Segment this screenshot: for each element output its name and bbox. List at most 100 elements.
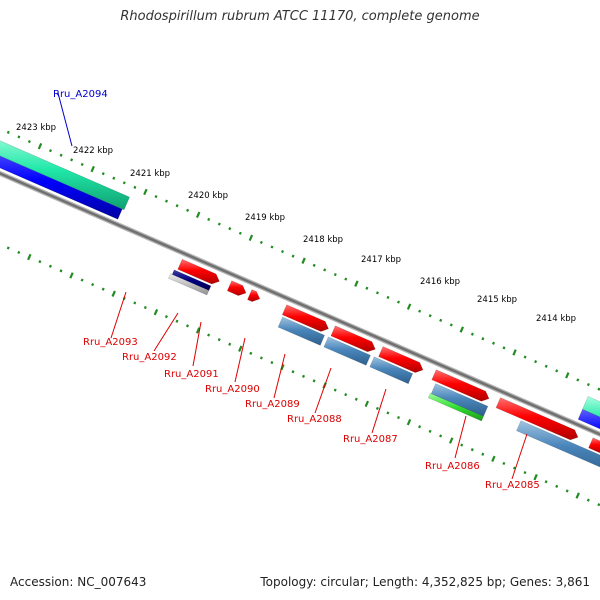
outer-scale-minor-tick	[112, 176, 116, 180]
forward-gene	[378, 346, 424, 373]
outer-scale-minor-tick	[396, 300, 401, 304]
outer-scale-minor-tick	[365, 286, 369, 290]
outer-scale-minor-tick	[534, 360, 538, 364]
inner-scale-minor-tick	[164, 315, 168, 319]
inner-scale-minor-tick	[185, 324, 190, 328]
outer-scale-major-tick	[37, 142, 43, 150]
outer-scale-major-tick	[459, 326, 465, 333]
outer-scale-minor-tick	[291, 254, 295, 258]
outer-scale-minor-tick	[597, 387, 600, 391]
inner-scale-major-tick	[195, 327, 201, 334]
inner-scale-minor-tick	[291, 370, 295, 374]
gene-label-leader	[273, 353, 286, 399]
forward-gene	[226, 280, 247, 296]
backbone-layer	[0, 170, 600, 438]
inner-scale-minor-tick	[175, 319, 179, 323]
scale-label: 2420 kbp	[188, 191, 228, 201]
gene-label[interactable]: Rru_A2093	[83, 337, 138, 348]
outer-scale-major-tick	[406, 303, 412, 310]
outer-scale-minor-tick	[228, 227, 232, 231]
outer-scale-minor-tick	[323, 268, 327, 272]
gene-label[interactable]: Rru_A2086	[425, 461, 480, 472]
inner-scale-major-tick	[364, 400, 370, 408]
backbone-line	[0, 172, 600, 436]
scale-label: 2415 kbp	[477, 295, 517, 305]
outer-scale-major-tick	[90, 165, 95, 173]
inner-scale-minor-tick	[386, 411, 390, 415]
gene-label-leader	[192, 321, 202, 367]
gene-label[interactable]: Rru_A2088	[287, 414, 342, 425]
outer-scale-major-tick	[248, 234, 254, 242]
outer-scale-major-tick	[195, 211, 201, 219]
scale-label: 2416 kbp	[420, 277, 460, 287]
inner-scale-minor-tick	[312, 379, 316, 383]
scale-label: 2418 kbp	[303, 235, 343, 245]
outer-scale-minor-tick	[280, 249, 285, 254]
outer-scale-minor-tick	[154, 194, 158, 199]
outer-scale-minor-tick	[481, 337, 485, 341]
inner-scale-major-tick	[575, 492, 580, 499]
highlight-forward-gene	[582, 396, 600, 418]
reverse-gene	[323, 336, 371, 366]
inner-scale-minor-tick	[6, 246, 10, 250]
forward-gene	[177, 258, 220, 285]
outer-scale-minor-tick	[122, 181, 126, 185]
inner-scale-minor-tick	[439, 434, 443, 438]
outer-scale-minor-tick	[439, 318, 443, 322]
inner-scale-major-tick	[69, 272, 74, 279]
outer-scale-minor-tick	[576, 378, 580, 382]
inner-scale-minor-tick	[470, 448, 474, 452]
forward-gene	[247, 289, 261, 302]
inner-scale-major-tick	[406, 418, 412, 426]
gene-label[interactable]: Rru_A2087	[343, 434, 398, 445]
outer-scale-minor-tick	[555, 369, 559, 373]
scale-label: 2414 kbp	[536, 314, 576, 324]
inner-scale-minor-tick	[586, 498, 590, 502]
inner-scale-minor-tick	[418, 425, 422, 429]
outer-scale-minor-tick	[217, 222, 221, 226]
gene-layer	[0, 140, 600, 468]
reverse-gene	[171, 269, 212, 291]
inner-scale-minor-tick	[80, 278, 84, 282]
inner-scale-major-tick	[27, 253, 32, 261]
inner-scale-minor-tick	[228, 342, 232, 346]
scale-label: 2419 kbp	[245, 213, 285, 223]
outer-scale-minor-tick	[333, 272, 337, 277]
gene-label[interactable]: Rru_A2092	[122, 352, 177, 363]
reverse-gene	[168, 273, 210, 296]
reverse-gene	[369, 356, 414, 385]
forward-gene	[588, 437, 600, 454]
gene-label-leader	[371, 388, 387, 434]
outer-scale-minor-tick	[48, 149, 53, 153]
inner-scale-minor-tick	[207, 333, 211, 337]
forward-gene	[431, 369, 490, 402]
inner-scale-minor-tick	[48, 264, 52, 268]
map-title: Rhodospirillum rubrum ATCC 11170, comple…	[120, 9, 480, 24]
inner-scale-minor-tick	[101, 287, 105, 291]
reverse-gene	[516, 420, 600, 468]
gene-label[interactable]: Rru_A2089	[245, 399, 300, 410]
label-layer: 2423 kbp 2422 kbp 2421 kbp 2420 kbp 2419 kbp…	[16, 89, 576, 491]
inner-scale-minor-tick	[59, 269, 63, 273]
outer-scale-minor-tick	[59, 153, 63, 157]
outer-scale-minor-tick	[375, 291, 379, 295]
gene-label[interactable]: Rru_A2091	[164, 369, 219, 380]
inner-scale-major-tick	[153, 308, 159, 316]
gene-label-leader	[234, 337, 246, 383]
inner-scale-minor-tick	[354, 397, 358, 401]
inner-scale-minor-tick	[512, 466, 517, 470]
gene-label[interactable]: Rru_A2090	[205, 384, 260, 395]
inner-scale-minor-tick	[333, 388, 337, 392]
inner-scale-major-tick	[533, 473, 538, 481]
outer-scale-minor-tick	[70, 158, 74, 162]
topology-text: Topology: circular; Length: 4,352,825 bp…	[260, 575, 590, 589]
reverse-gene	[277, 316, 325, 346]
inner-scale-major-tick	[448, 437, 454, 444]
outer-scale-minor-tick	[491, 341, 496, 345]
inner-scale-major-tick	[111, 290, 116, 297]
gene-label[interactable]: Rru_A2085	[485, 480, 540, 491]
gene-label[interactable]: Rru_A2094	[53, 89, 108, 100]
inner-scale-minor-tick	[270, 360, 274, 365]
outer-scale-minor-tick	[418, 309, 422, 313]
inner-scale-minor-tick	[502, 461, 506, 466]
